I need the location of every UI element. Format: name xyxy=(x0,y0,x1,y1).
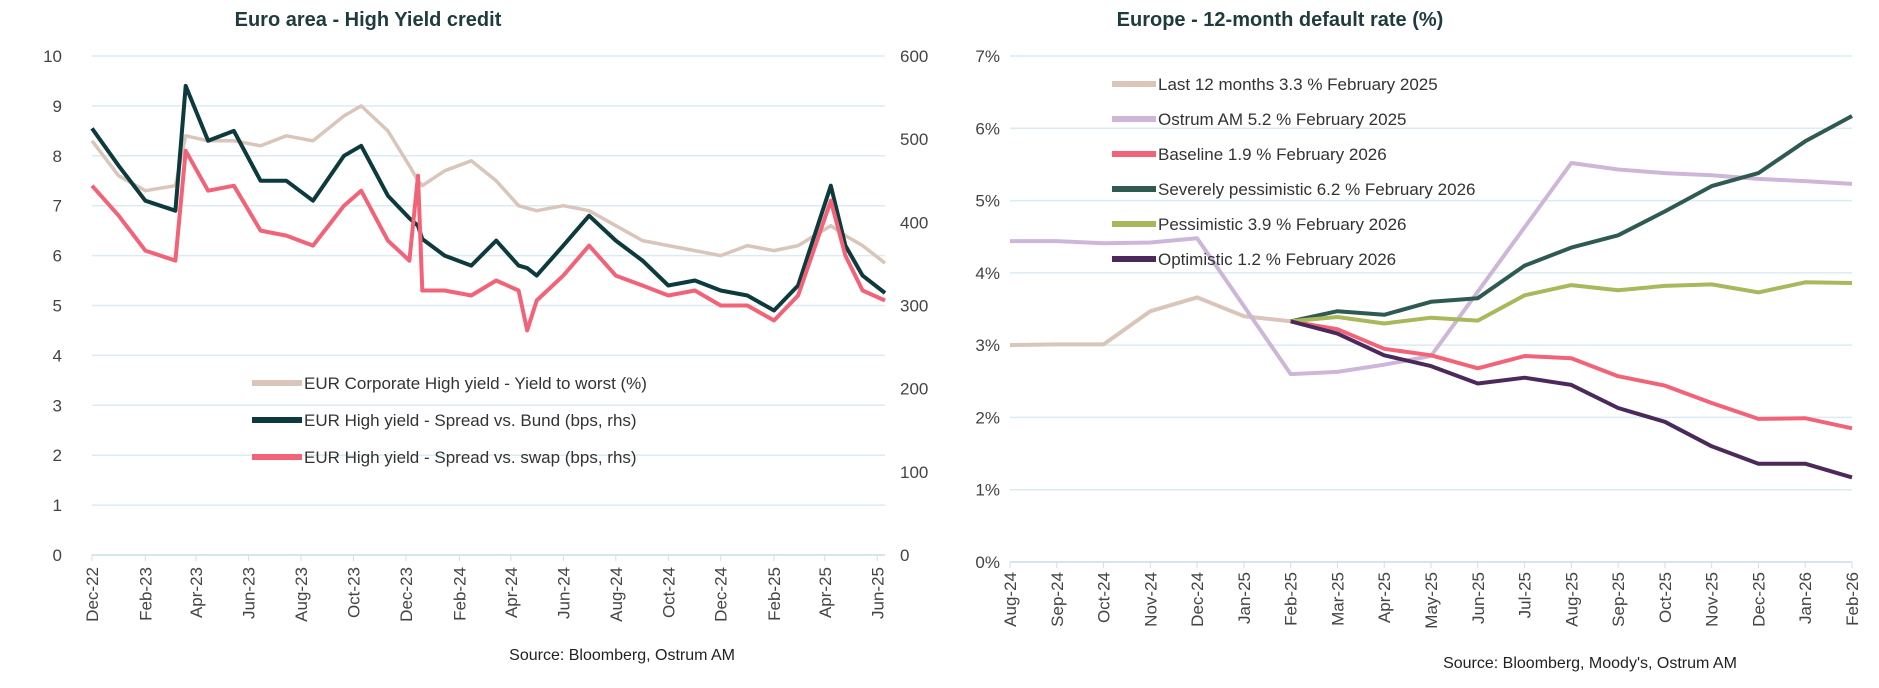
x-tick-label: Oct-24 xyxy=(1095,572,1114,623)
x-tick-label: Apr-23 xyxy=(187,567,206,618)
series-line-5 xyxy=(1290,319,1853,480)
y-left-tick-label: 0 xyxy=(53,546,62,565)
y-left-tick-label: 2 xyxy=(53,446,62,465)
right-chart-title: Europe - 12-month default rate (%) xyxy=(1117,9,1444,31)
series-line-2 xyxy=(1290,319,1853,431)
y-right-tick-label: 500 xyxy=(900,130,928,149)
y-left-tick-label: 4 xyxy=(53,346,62,365)
y-right-tick-label: 300 xyxy=(900,297,928,316)
x-tick-label: May-25 xyxy=(1422,572,1441,629)
y-tick-label: 0% xyxy=(975,553,1000,572)
x-tick-label: Jan-26 xyxy=(1796,572,1815,624)
x-tick-label: Aug-25 xyxy=(1562,572,1581,627)
x-tick-label: Jun-25 xyxy=(868,567,887,619)
x-tick-label: Apr-24 xyxy=(502,567,521,618)
x-tick-label: Dec-25 xyxy=(1749,572,1768,627)
y-tick-label: 1% xyxy=(975,481,1000,500)
legend-label: Baseline 1.9 % February 2026 xyxy=(1158,145,1387,164)
y-right-tick-label: 0 xyxy=(900,546,909,565)
y-left-tick-label: 6 xyxy=(53,247,62,266)
left-chart-title: Euro area - High Yield credit xyxy=(235,9,502,31)
x-tick-label: Feb-26 xyxy=(1843,572,1862,626)
x-tick-label: Feb-25 xyxy=(765,567,784,621)
y-tick-label: 5% xyxy=(975,192,1000,211)
x-tick-label: Feb-25 xyxy=(1282,572,1301,626)
legend-label: EUR High yield - Spread vs. Bund (bps, r… xyxy=(304,411,637,430)
series-line-1 xyxy=(90,83,887,313)
y-right-tick-label: 400 xyxy=(900,213,928,232)
y-right-tick-label: 100 xyxy=(900,463,928,482)
x-tick-label: Feb-23 xyxy=(136,567,155,621)
legend-label: Ostrum AM 5.2 % February 2025 xyxy=(1158,110,1407,129)
x-tick-label: Jul-25 xyxy=(1516,572,1535,618)
legend-label: Optimistic 1.2 % February 2026 xyxy=(1158,250,1396,269)
x-tick-label: Apr-25 xyxy=(816,567,835,618)
x-tick-label: Jun-25 xyxy=(1469,572,1488,624)
x-tick-label: Apr-25 xyxy=(1375,572,1394,623)
y-left-tick-label: 10 xyxy=(43,47,62,66)
y-left-tick-label: 3 xyxy=(53,396,62,415)
series-line-4 xyxy=(1290,280,1853,326)
x-tick-label: Feb-24 xyxy=(450,567,469,621)
x-tick-label: Dec-23 xyxy=(397,567,416,622)
legend-label: EUR High yield - Spread vs. swap (bps, r… xyxy=(304,448,637,467)
x-tick-label: Jan-25 xyxy=(1235,572,1254,624)
x-tick-label: Sep-24 xyxy=(1048,572,1067,627)
y-tick-label: 7% xyxy=(975,47,1000,66)
x-tick-label: Nov-24 xyxy=(1141,572,1160,627)
x-tick-label: Sep-25 xyxy=(1609,572,1628,627)
x-tick-label: Aug-24 xyxy=(1001,572,1020,627)
legend-label: Severely pessimistic 6.2 % February 2026 xyxy=(1158,180,1475,199)
x-tick-label: Aug-23 xyxy=(292,567,311,622)
x-tick-label: Oct-23 xyxy=(344,567,363,618)
x-tick-label: Dec-24 xyxy=(1188,572,1207,627)
y-left-tick-label: 8 xyxy=(53,147,62,166)
y-right-tick-label: 200 xyxy=(900,380,928,399)
x-tick-label: Oct-25 xyxy=(1656,572,1675,623)
x-tick-label: Mar-25 xyxy=(1328,572,1347,626)
legend-label: EUR Corporate High yield - Yield to wors… xyxy=(304,374,647,393)
series-line-2 xyxy=(90,148,886,333)
x-tick-label: Jun-24 xyxy=(554,567,573,619)
x-tick-label: Dec-22 xyxy=(83,567,102,622)
x-tick-label: Jun-23 xyxy=(240,567,259,619)
y-left-tick-label: 1 xyxy=(53,496,62,515)
y-left-tick-label: 5 xyxy=(53,297,62,316)
y-left-tick-label: 7 xyxy=(53,197,62,216)
left-chart-source: Source: Bloomberg, Ostrum AM xyxy=(509,647,735,664)
right-chart-source: Source: Bloomberg, Moody's, Ostrum AM xyxy=(1443,655,1737,672)
y-tick-label: 2% xyxy=(975,408,1000,427)
legend-label: Last 12 months 3.3 % February 2025 xyxy=(1158,75,1438,94)
series-line-0 xyxy=(90,104,887,265)
y-right-tick-label: 600 xyxy=(900,47,928,66)
x-tick-label: Oct-24 xyxy=(659,567,678,618)
legend-label: Pessimistic 3.9 % February 2026 xyxy=(1158,215,1407,234)
x-tick-label: Dec-24 xyxy=(712,567,731,622)
y-tick-label: 4% xyxy=(975,264,1000,283)
y-tick-label: 3% xyxy=(975,336,1000,355)
series-line-3 xyxy=(1290,114,1853,324)
x-tick-label: Nov-25 xyxy=(1703,572,1722,627)
y-left-tick-label: 9 xyxy=(53,97,62,116)
y-tick-label: 6% xyxy=(975,119,1000,138)
x-tick-label: Aug-24 xyxy=(607,567,626,622)
series-line-0 xyxy=(1009,295,1291,348)
